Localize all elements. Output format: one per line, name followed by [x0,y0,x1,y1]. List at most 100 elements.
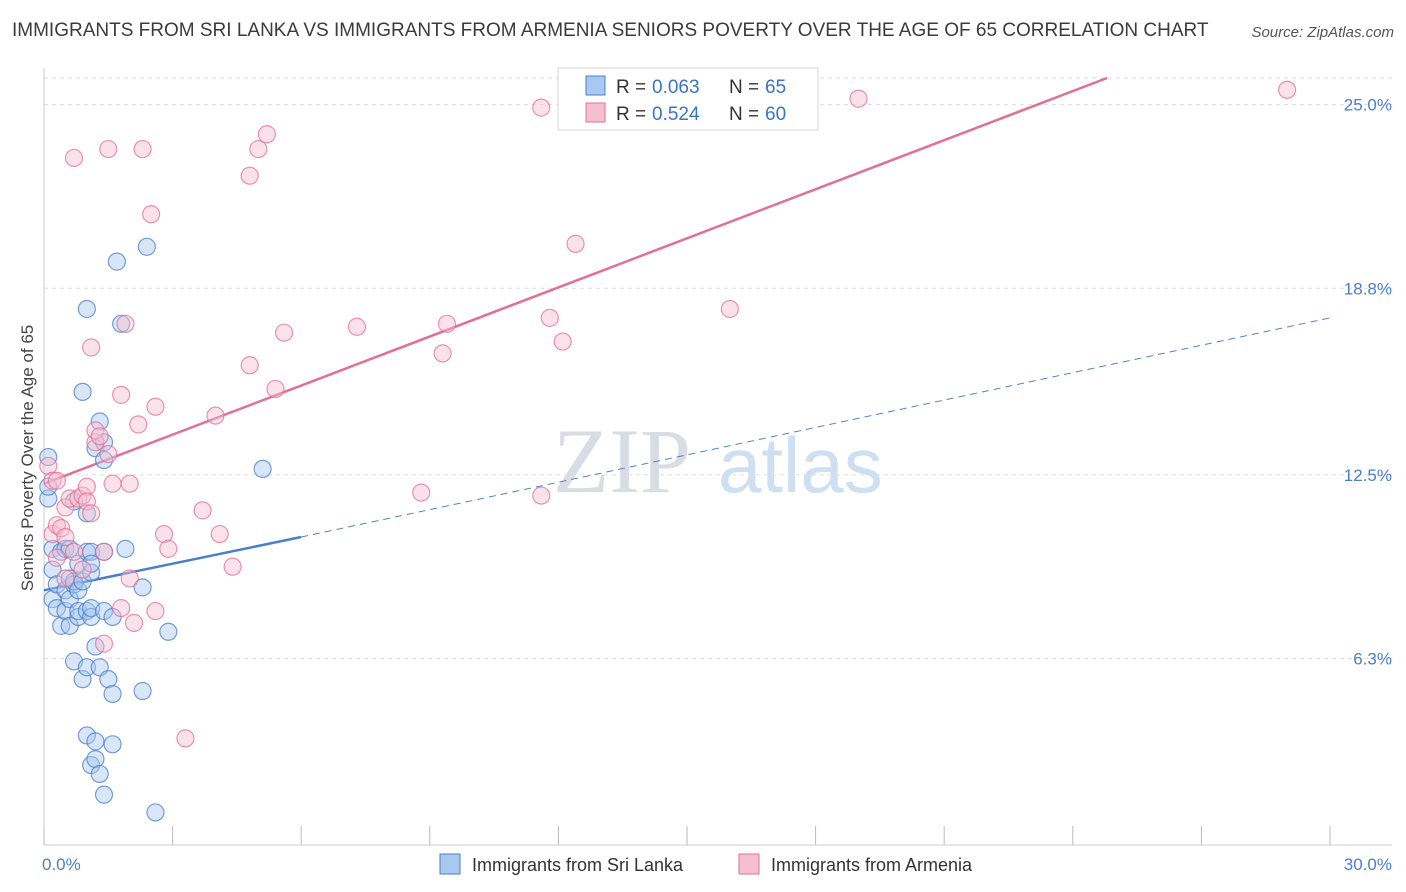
armenia-point [159,539,178,558]
sri-lanka-point [112,314,131,333]
sri-lanka-point [137,237,156,256]
armenia-point [103,474,122,493]
x-tick-label: 0.0% [42,855,81,874]
watermark: ZIP atlas [553,410,883,512]
bottom-legend-swatch-sri-lanka [439,853,461,875]
armenia-point [39,456,58,476]
sri-lanka-point [159,622,178,641]
y-tick-label: 18.8% [1344,279,1392,298]
armenia-point [47,471,66,490]
armenia-point [257,125,277,144]
armenia-point [240,166,259,185]
sri-lanka-point [133,578,152,597]
x-tick-label: 30.0% [1344,855,1392,874]
legend-swatch-sri-lanka [585,75,606,96]
sri-lanka-point [90,764,109,784]
sri-lanka-point [69,581,88,600]
armenia-point [274,323,294,342]
armenia-point [206,406,225,425]
armenia-point [124,613,144,632]
sri-lanka-point [77,299,96,319]
watermark-zip: ZIP [553,410,691,512]
legend-swatch-armenia [585,102,606,123]
armenia-point [249,139,268,159]
armenia-trend-line [43,76,1108,485]
legend-r-label-2: R = [616,104,646,125]
sri-lanka-point [133,681,152,701]
sri-lanka-trend-extension [301,317,1331,538]
legend-n-label-1: N = [729,77,759,98]
armenia-point [94,634,114,653]
armenia-point [566,234,585,253]
armenia-point [437,314,457,333]
armenia-point [120,569,139,588]
armenia-point [133,139,152,159]
armenia-point [56,569,75,588]
armenia-point [532,98,551,117]
legend-n-label-2: N = [729,104,759,125]
armenia-point [193,501,212,520]
bottom-legend-swatch-armenia [738,853,760,875]
armenia-point [112,385,131,404]
y-axis-label: Seniors Poverty Over the Age of 65 [18,325,37,591]
legend-n-value-1: 65 [765,77,786,98]
armenia-point [266,379,285,399]
armenia-point [347,317,367,336]
legend-n-value-2: 60 [765,104,786,125]
sri-lanka-point [86,750,105,769]
trend-layer [43,76,1331,592]
armenia-point [99,139,118,159]
armenia-point [154,524,174,544]
sri-lanka-trend-line [43,535,302,592]
sri-lanka-point [73,382,92,402]
armenia-point [1278,80,1297,99]
sri-lanka-point [77,658,96,677]
armenia-point [99,444,118,464]
armenia-point [412,483,431,502]
axis-layer: 6.3% 12.5% 18.8% 25.0% 0.0% 30.0% [42,68,1392,874]
armenia-point [146,397,165,416]
points-layer [39,80,1297,822]
sri-lanka-point [43,560,62,579]
armenia-point [540,308,559,327]
armenia-point [553,332,572,351]
armenia-point [146,601,165,621]
armenia-point [77,477,96,496]
legend-r-value-2: 0.524 [652,104,700,125]
sri-lanka-point [116,539,135,558]
armenia-point [82,338,101,357]
bottom-legend-label-sri-lanka: Immigrants from Sri Lanka [472,855,684,875]
armenia-point [112,598,131,618]
sri-lanka-point [103,684,122,704]
chart-title: IMMIGRANTS FROM SRI LANKA VS IMMIGRANTS … [12,20,1209,41]
armenia-point [52,519,71,538]
armenia-point [129,415,148,434]
sri-lanka-point [253,459,272,479]
armenia-point [116,314,135,333]
sri-lanka-point [73,670,92,689]
armenia-point [94,542,114,561]
sri-lanka-point [146,803,165,822]
armenia-point [73,560,92,579]
armenia-point [77,492,96,511]
sri-lanka-point [94,785,114,804]
armenia-point [47,548,66,567]
armenia-point [90,427,109,446]
series-legend: Immigrants from Sri Lanka Immigrants fro… [439,853,973,875]
chart-source: Source: ZipAtlas.com [1251,24,1394,41]
armenia-point [433,344,452,363]
armenia-point [56,498,75,517]
legend-r-label-1: R = [616,77,646,98]
y-tick-label: 12.5% [1344,466,1392,485]
armenia-point [56,527,75,547]
sri-lanka-point [90,412,109,431]
armenia-point [240,356,259,375]
armenia-point [223,557,242,576]
sri-lanka-point [107,252,126,271]
legend-r-value-1: 0.063 [652,77,700,98]
armenia-point [120,474,139,493]
armenia-point [43,471,62,490]
sri-lanka-point [99,670,118,689]
armenia-point [210,524,229,544]
armenia-point [176,729,195,748]
